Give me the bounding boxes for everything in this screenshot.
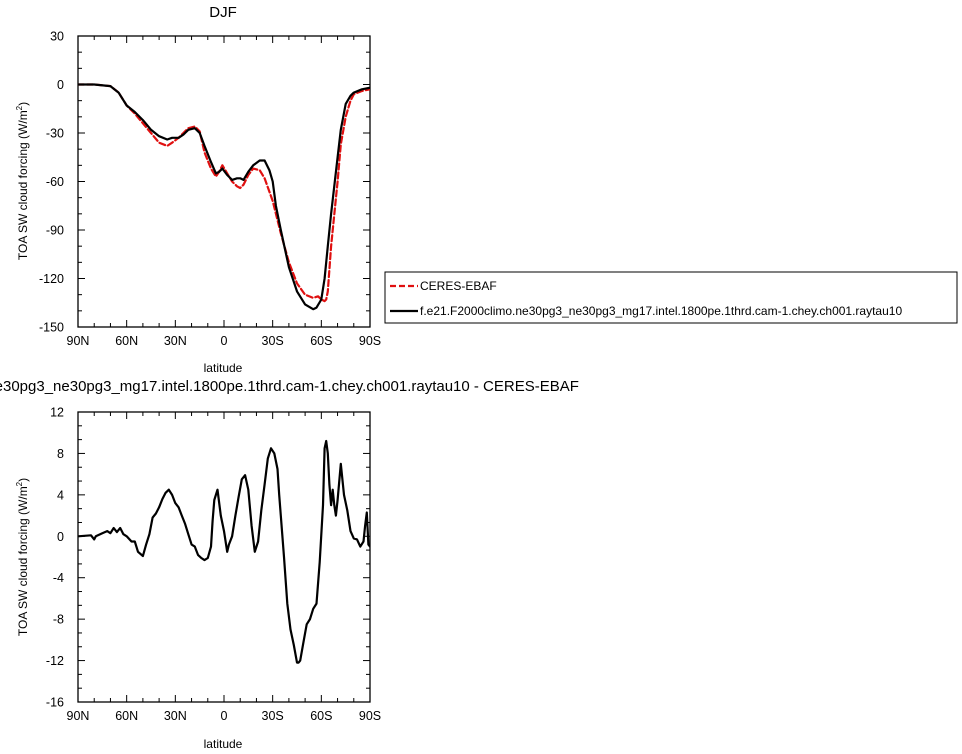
x-tick-label: 30S: [262, 709, 284, 723]
bottom-chart-title: f.e21.F2000climo.ne30pg3_ne30pg3_mg17.in…: [0, 378, 579, 395]
x-tick-label: 90S: [359, 709, 381, 723]
y-tick-label: -8: [53, 613, 64, 627]
x-tick-label: 60S: [310, 334, 332, 348]
series-line-ceres: [78, 83, 370, 303]
top-plot-area: 90N 60N 30N 0 30S 60S 90S 30 0 -30 -60 -90 -120 -150: [39, 30, 381, 349]
x-tick-label: 30S: [262, 334, 284, 348]
y-tick-label: -12: [46, 654, 64, 668]
top-y-axis-title: TOA SW cloud forcing (W/m2): [15, 102, 30, 260]
y-tick-label: 4: [57, 488, 64, 502]
bottom-plot-area: 90N 60N 30N 0 30S 60S 90S 12 8 4 0 -4 -8 -12 -16: [46, 406, 381, 724]
difference-panel: f.e21.F2000climo.ne30pg3_ne30pg3_mg17.in…: [0, 378, 579, 751]
plot-frame: [77, 411, 371, 703]
y-tick-label: -90: [46, 224, 64, 238]
y-tick-label: -4: [53, 571, 64, 585]
series-line-model: [78, 83, 370, 311]
y-tick-label: -16: [46, 696, 64, 710]
y-tick-label: -60: [46, 175, 64, 189]
bottom-x-axis-title: latitude: [204, 737, 243, 751]
x-tick-label: 60N: [115, 334, 138, 348]
legend: CERES-EBAF f.e21.F2000climo.ne30pg3_ne30…: [384, 271, 958, 324]
y-tick-label: -30: [46, 127, 64, 141]
x-tick-label: 0: [221, 709, 228, 723]
x-tick-label: 90N: [67, 334, 90, 348]
x-tick-label: 60S: [310, 709, 332, 723]
y-tick-label: 8: [57, 447, 64, 461]
y-tick-label: -120: [39, 272, 64, 286]
top-chart-title: DJF: [209, 4, 237, 21]
y-tick-label: -150: [39, 321, 64, 335]
bottom-y-axis-title: TOA SW cloud forcing (W/m2): [15, 478, 30, 636]
y-tick-label: 0: [57, 530, 64, 544]
x-tick-label: 60N: [115, 709, 138, 723]
y-tick-label: 0: [57, 78, 64, 92]
x-tick-label: 90S: [359, 334, 381, 348]
plot-frame: [77, 35, 371, 328]
x-tick-label: 0: [221, 334, 228, 348]
y-tick-label: 30: [50, 30, 64, 44]
top-x-axis-title: latitude: [204, 361, 243, 375]
x-tick-label: 90N: [67, 709, 90, 723]
djf-panel: DJF latitude TOA SW cloud forcing (W/m2)…: [15, 4, 381, 375]
legend-label-model: f.e21.F2000climo.ne30pg3_ne30pg3_mg17.in…: [420, 304, 902, 318]
legend-label-ceres: CERES-EBAF: [420, 279, 497, 293]
x-tick-label: 30N: [164, 709, 187, 723]
series-line-model: [78, 439, 370, 664]
x-tick-label: 30N: [164, 334, 187, 348]
y-tick-label: 12: [50, 406, 64, 420]
legend-box: [384, 271, 958, 324]
